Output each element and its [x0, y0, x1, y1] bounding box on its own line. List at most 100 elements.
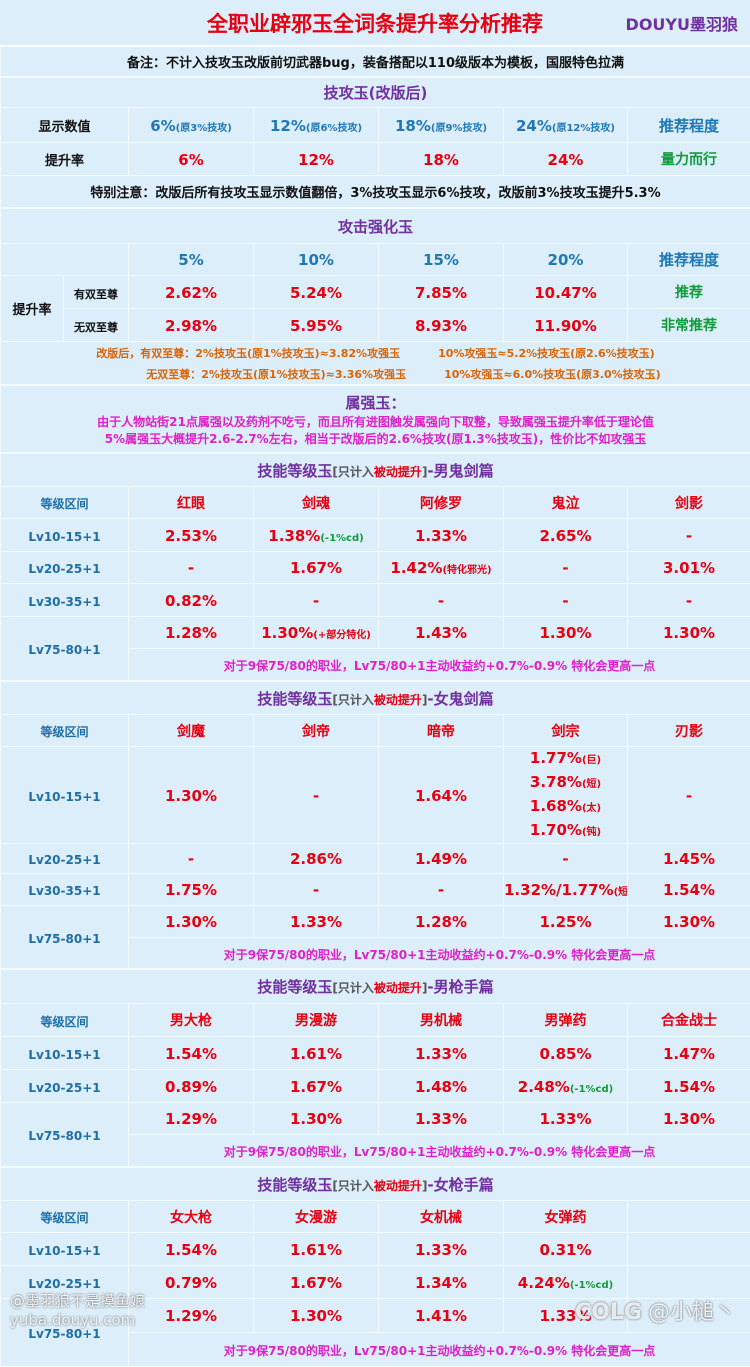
- value: 1.67%: [290, 1078, 342, 1096]
- column-header: 15%: [423, 251, 459, 269]
- warning: 特别注意：改版后所有技攻玉显示数值翻倍，3%技攻玉显示6%技攻，改版前3%技攻玉…: [90, 186, 660, 201]
- title-prefix: 技能等级玉: [257, 1176, 332, 1194]
- value-cell: 2.62%: [129, 276, 254, 309]
- value-cell: 1.33%: [379, 519, 504, 552]
- column-header: 推荐程度: [659, 251, 719, 269]
- value-cell: 3.01%: [628, 552, 750, 584]
- value-cell: 1.33%: [379, 1233, 504, 1266]
- value: 1.28%: [415, 913, 467, 931]
- line: 1.70%(钝): [504, 819, 627, 843]
- value: 1.64%: [415, 787, 467, 805]
- note-cell: 对于9保75/80的职业，Lv75/80+1主动收益约+0.7%-0.9% 特化…: [129, 649, 750, 681]
- value: 1.33%: [290, 913, 342, 931]
- note-text: 改版后，有双至尊：2%技攻玉(原1%技攻玉)≈3.82%攻强玉: [96, 347, 400, 360]
- level: Lv10-15+1: [28, 1048, 100, 1062]
- section-note: 对于9保75/80的职业，Lv75/80+1主动收益约+0.7%-0.9% 特化…: [224, 659, 656, 673]
- row: 等级区间红眼剑魂阿修罗鬼泣剑影: [1, 487, 750, 519]
- value: 1.42%: [390, 559, 442, 577]
- value: 3.01%: [663, 559, 715, 577]
- class-name: 阿修罗: [420, 496, 462, 512]
- level-cell: Lv10-15+1: [1, 747, 129, 844]
- value: 1.30%: [261, 624, 313, 642]
- value-cell: 1.29%: [129, 1299, 254, 1333]
- value: 18%: [395, 117, 431, 135]
- value: 1.30%: [539, 624, 591, 642]
- value: -: [562, 559, 568, 577]
- value: 1.33%: [415, 1241, 467, 1259]
- value: 6%: [150, 117, 175, 135]
- value-cell: 8.93%: [379, 309, 504, 342]
- value-note: (短): [582, 779, 601, 790]
- value: 2.98%: [165, 317, 217, 335]
- header-cell: 女机械: [379, 1201, 504, 1233]
- level: Lv75-80+1: [28, 643, 100, 657]
- watermark-text: @小槌丶: [648, 1300, 736, 1325]
- value-cell: -: [628, 584, 750, 617]
- value: 0.79%: [165, 1274, 217, 1292]
- value-cell: 1.54%: [129, 1233, 254, 1266]
- level-cell: Lv20-25+1: [1, 844, 129, 874]
- value-cell: -: [628, 747, 750, 844]
- value-cell: 1.67%: [254, 1070, 379, 1103]
- row: 攻击强化玉: [1, 209, 750, 244]
- value-cell: -: [504, 584, 628, 617]
- class-name: 刃影: [675, 724, 703, 740]
- value-note: (特化邪光): [442, 565, 491, 576]
- value-cell: 1.64%: [379, 747, 504, 844]
- value-cell: 1.30%: [628, 1103, 750, 1135]
- value-cell: -: [628, 519, 750, 552]
- value: 2.53%: [165, 527, 217, 545]
- class-name: 剑帝: [302, 724, 330, 740]
- title-highlight: 被动提升: [374, 693, 422, 707]
- empty-cell: [1, 244, 129, 276]
- value-cell: 6%: [129, 143, 254, 176]
- header-cell: 剑魔: [129, 715, 254, 747]
- value-cell: 1.54%: [628, 1070, 750, 1103]
- value-cell: 0.89%: [129, 1070, 254, 1103]
- class-name: 男弹药: [545, 1013, 587, 1029]
- value: 非常推荐: [661, 318, 717, 334]
- value: 1.68%: [530, 797, 582, 815]
- note-text: 10%攻强玉≈6.0%技攻玉(原3.0%技攻玉): [444, 368, 661, 381]
- value: 1.30%: [165, 913, 217, 931]
- value-cell: 24%(原12%技攻): [504, 108, 628, 143]
- group-cell: 提升率: [1, 276, 64, 342]
- class-name: 男漫游: [295, 1013, 337, 1029]
- value-cell: -: [129, 844, 254, 874]
- value-cell: 1.25%: [504, 906, 628, 938]
- row: 技能等级玉[只计入被动提升]-男枪手篇: [1, 970, 750, 1004]
- value: 0.31%: [539, 1241, 591, 1259]
- level-cell: Lv20-25+1: [1, 552, 129, 584]
- watermark-text: COLG: [575, 1300, 642, 1325]
- value-cell: 1.28%: [129, 617, 254, 649]
- value-cell: 非常推荐: [628, 309, 750, 342]
- level: Lv20-25+1: [28, 1081, 100, 1095]
- header-cell: 红眼: [129, 487, 254, 519]
- row: Lv30-35+11.75%--1.32%/1.77%(短)1.54%: [1, 874, 750, 906]
- value: 24%: [516, 117, 552, 135]
- value-cell: 1.45%: [628, 844, 750, 874]
- label-cell: 无双至尊: [64, 309, 129, 342]
- watermark-text: yuba.douyu.com: [10, 1311, 145, 1329]
- note-text: 无双至尊：2%技攻玉(原1%技攻玉)≈3.36%攻强玉: [146, 368, 406, 381]
- header-cell: 暗帝: [379, 715, 504, 747]
- level: Lv20-25+1: [28, 1277, 100, 1291]
- section-title: 属强玉：: [1, 392, 750, 413]
- level: Lv20-25+1: [28, 562, 100, 576]
- value: 1.33%: [539, 1110, 591, 1128]
- row-label: 提升率: [45, 154, 84, 169]
- value-cell: 1.33%: [379, 1037, 504, 1070]
- header-cell: 男弹药: [504, 1004, 628, 1037]
- label-cell: 有双至尊: [64, 276, 129, 309]
- element-line: 5%属强玉大概提升2.6-2.7%左右，相当于改版后的2.6%技攻(原1.3%技…: [1, 430, 750, 447]
- value-cell: 1.42%(特化邪光): [379, 552, 504, 584]
- value-note: (+部分特化): [313, 630, 371, 641]
- value-cell: 1.54%: [628, 874, 750, 906]
- row: 等级区间男大枪男漫游男机械男弹药合金战士: [1, 1004, 750, 1037]
